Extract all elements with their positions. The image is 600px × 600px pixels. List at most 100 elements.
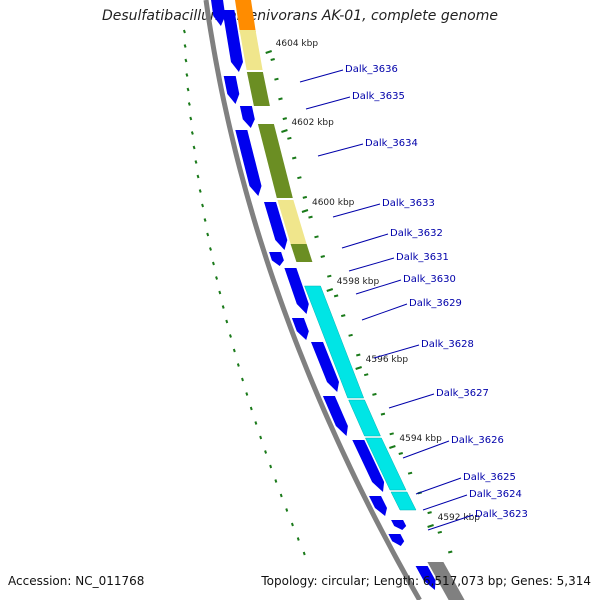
gc-skew-dot xyxy=(183,44,187,48)
gc-skew-dot xyxy=(212,261,215,266)
gc-skew-dot xyxy=(259,435,263,440)
gc-skew-dot xyxy=(225,319,229,324)
ruler-tick xyxy=(326,288,334,292)
cog-feature-bar xyxy=(239,30,263,70)
gene-leader-line xyxy=(332,203,381,218)
gene-leader-line xyxy=(299,69,344,83)
map-title: Desulfatibacillum alkenivorans AK-01, co… xyxy=(101,8,499,24)
gc-skew-dot xyxy=(249,406,253,411)
ruler-minor-tick xyxy=(380,412,386,416)
ruler-label: 4604 kbp xyxy=(276,39,319,49)
ruler-label: 4594 kbp xyxy=(399,434,442,444)
gene-label: Dalk_3632 xyxy=(390,228,443,239)
cds-arrow xyxy=(369,496,387,516)
cds-arrow xyxy=(235,130,262,196)
gc-skew-dot xyxy=(269,464,273,469)
gene-label: Dalk_3633 xyxy=(382,198,435,209)
ruler-minor-tick xyxy=(447,550,453,554)
gc-skew-dot xyxy=(209,247,212,251)
cds-arrow xyxy=(291,318,309,340)
gc-skew-dot xyxy=(184,58,188,63)
gc-skew-dot xyxy=(254,421,258,425)
gene-label: Dalk_3626 xyxy=(451,435,504,446)
genome-stats-label: Topology: circular; Length: 6,517,073 bp… xyxy=(261,574,591,588)
cds-arrow xyxy=(415,566,436,590)
gene-label: Dalk_3635 xyxy=(352,91,405,102)
gene-leader-line xyxy=(305,96,351,110)
ruler-minor-tick xyxy=(356,353,361,357)
ruler-tick xyxy=(281,129,288,133)
gene-leader-line xyxy=(355,279,402,295)
ruler-minor-tick xyxy=(270,58,275,61)
gene-leader-line xyxy=(427,514,474,531)
cds-arrow xyxy=(352,440,385,492)
gene-leader-line xyxy=(317,143,364,157)
ruler-tick xyxy=(355,366,362,370)
gene-label: Dalk_3625 xyxy=(463,472,516,483)
ruler-minor-tick xyxy=(278,97,283,101)
ruler-minor-tick xyxy=(291,156,297,160)
ruler-tick xyxy=(301,209,309,213)
ruler-tick xyxy=(389,445,396,449)
gc-skew-dot xyxy=(215,276,219,280)
ruler-minor-tick xyxy=(302,195,308,199)
gene-label: Dalk_3627 xyxy=(436,388,489,399)
gene-leader-line xyxy=(361,303,408,321)
accession-label: Accession: NC_011768 xyxy=(8,574,145,588)
cog-feature-bar xyxy=(427,562,465,600)
gc-skew-dot xyxy=(186,87,190,92)
gc-skew-dot xyxy=(302,551,306,556)
gc-skew-dot xyxy=(189,116,193,121)
cds-arrow xyxy=(391,520,407,530)
ruler-minor-tick xyxy=(327,274,332,278)
cds-arrow xyxy=(222,10,243,72)
gene-label: Dalk_3634 xyxy=(365,138,418,149)
gc-skew-dot xyxy=(279,493,283,498)
gene-leader-line xyxy=(388,393,435,409)
gene-leader-line xyxy=(341,233,389,249)
cds-arrow xyxy=(239,106,255,128)
gc-skew-dot xyxy=(285,508,289,512)
cog-feature-bar xyxy=(365,437,407,491)
cds-arrow xyxy=(322,396,348,436)
ruler-minor-tick xyxy=(308,215,313,219)
gc-skew-dot xyxy=(196,174,200,179)
ruler-minor-tick xyxy=(287,136,292,140)
ruler-minor-tick xyxy=(363,373,369,377)
cog-feature-bar xyxy=(390,491,417,511)
cds-arrow xyxy=(264,202,288,250)
ruler-tick xyxy=(427,524,434,528)
gene-label: Dalk_3624 xyxy=(469,489,522,500)
cds-arrow xyxy=(388,534,405,546)
ruler-label: 4592 kbp xyxy=(438,513,481,523)
gc-skew-dot xyxy=(264,450,268,454)
ruler-minor-tick xyxy=(320,255,326,258)
cog-feature-bar xyxy=(257,124,293,198)
gc-skew-dot xyxy=(206,232,210,237)
backbone-line xyxy=(203,0,422,600)
gene-leader-line xyxy=(402,440,450,459)
ruler-minor-tick xyxy=(407,471,413,475)
gc-skew-dot xyxy=(296,537,300,541)
gc-skew-dot xyxy=(236,363,240,367)
gene-label: Dalk_3631 xyxy=(396,252,449,263)
gc-skew-dot xyxy=(201,203,205,208)
cog-feature-bar xyxy=(246,72,270,106)
gene-label: Dalk_3623 xyxy=(475,509,528,520)
gc-skew-dot xyxy=(203,218,207,222)
ruler-tick xyxy=(265,50,273,54)
cds-arrow xyxy=(284,268,309,314)
ruler-minor-tick xyxy=(372,392,377,396)
gene-label: Dalk_3636 xyxy=(345,64,398,75)
ruler-minor-tick xyxy=(297,176,302,180)
gc-skew-dot xyxy=(290,522,294,527)
ruler-minor-tick xyxy=(398,452,404,455)
gene-leader-line xyxy=(348,257,395,272)
cog-feature-bar xyxy=(290,244,313,262)
ruler-minor-tick xyxy=(333,294,339,298)
gene-leader-line xyxy=(415,477,462,495)
gc-skew-dot xyxy=(229,334,232,338)
gc-skew-dot xyxy=(232,348,236,353)
